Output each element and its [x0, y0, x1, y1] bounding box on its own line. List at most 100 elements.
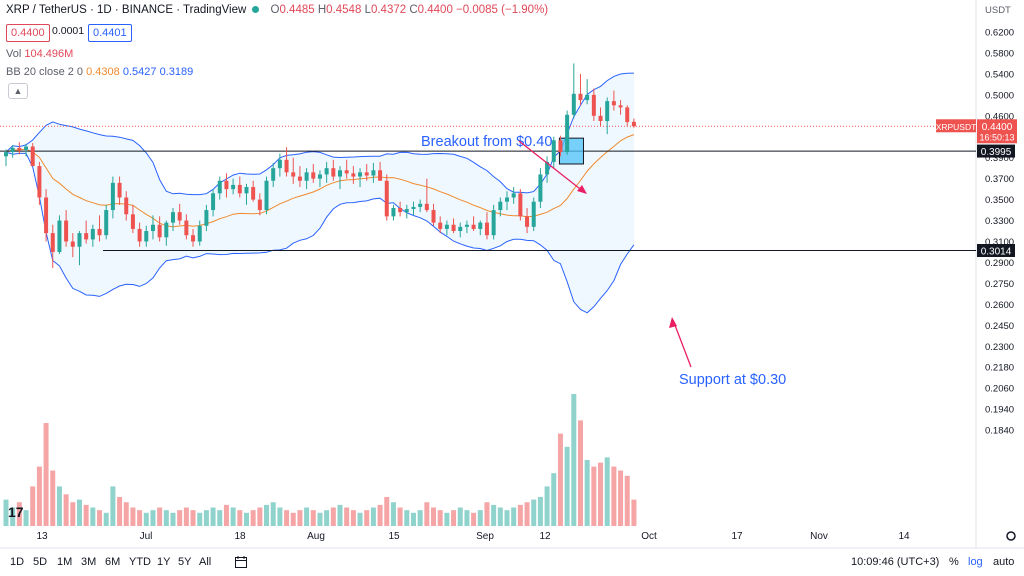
tf-3m-button[interactable]: 3M [81, 556, 97, 568]
ohlc-c-value: 0.4400 [417, 4, 453, 16]
countdown-tag: 16:50:13 [979, 132, 1014, 142]
candle-body [204, 210, 209, 226]
volume-bar [150, 510, 156, 526]
volume-bar [410, 512, 416, 526]
tf-1d-button[interactable]: 1D [10, 556, 25, 568]
volume-bar [50, 470, 56, 526]
candle-body [585, 94, 590, 101]
candle-body [364, 172, 369, 176]
candle-body [344, 170, 349, 174]
volume-bar [90, 507, 96, 526]
tf-5d-button[interactable]: 5D [33, 556, 48, 568]
price-tick-label: 0.2060 [985, 384, 1014, 395]
volume-bar [76, 499, 82, 526]
tf-1y-button[interactable]: 1Y [157, 556, 171, 568]
auto-toggle[interactable]: auto [993, 556, 1015, 568]
percent-toggle[interactable]: % [949, 556, 959, 568]
chevron-up-icon[interactable]: ▲ [8, 83, 28, 99]
tf-1m-button[interactable]: 1M [57, 556, 73, 568]
volume-bar [350, 510, 356, 526]
price-tick-label: 0.3700 [985, 174, 1014, 185]
volume-bar [177, 510, 183, 526]
volume-bar [277, 507, 283, 526]
candle-body [130, 214, 135, 229]
volume-value: 104.496M [24, 48, 74, 60]
volume-bar [598, 462, 604, 526]
candle-body [631, 121, 636, 127]
volume-bar [484, 502, 490, 526]
spread-value: 0.0001 [52, 25, 85, 37]
buy-price-button[interactable]: 0.4401 [88, 24, 132, 42]
time-tick-label: Aug [307, 531, 325, 542]
candle-body [284, 159, 289, 173]
candle-body [257, 199, 262, 211]
candle-body [398, 207, 403, 213]
volume-bar [270, 502, 276, 526]
volume-bar [464, 510, 470, 526]
volume-bar [390, 502, 396, 526]
candle-body [531, 201, 536, 227]
candle-body [525, 216, 530, 227]
volume-bar [377, 504, 383, 526]
volume-bar [511, 507, 517, 526]
volume-bar [197, 512, 203, 526]
volume-bar [183, 507, 189, 526]
volume-bar [143, 512, 149, 526]
calendar-range-icon[interactable] [234, 555, 248, 572]
bb-legend[interactable]: BB 20 close 2 0 0.4308 0.5427 0.3189 [6, 66, 193, 78]
candle-body [44, 197, 49, 234]
price-tick-label: 0.5800 [985, 48, 1014, 59]
candle-body [491, 210, 496, 236]
tf-all-button[interactable]: All [199, 556, 212, 568]
candle-body [84, 233, 89, 240]
sell-price-button[interactable]: 0.4400 [6, 24, 50, 42]
tf-ytd-button[interactable]: YTD [129, 556, 151, 568]
time-tick-label: 13 [36, 531, 48, 542]
price-tick-label: 0.1840 [985, 426, 1014, 437]
volume-bar [304, 507, 310, 526]
volume-bar [577, 420, 583, 526]
candle-body [324, 168, 329, 175]
volume-bar [70, 502, 76, 526]
candle-body [304, 172, 309, 181]
candle-body [291, 172, 296, 177]
candle-body [384, 180, 389, 217]
settings-gear-icon[interactable] [1006, 531, 1016, 541]
volume-bar [110, 486, 116, 526]
candle-body [391, 207, 396, 217]
symbol-tag-bg [936, 119, 976, 133]
volume-bar [56, 486, 62, 526]
currency-label[interactable]: USDT [985, 5, 1011, 16]
volume-bar [230, 507, 236, 526]
symbol-title: XRP / TetherUS · 1D · BINANCE · TradingV… [6, 4, 247, 16]
candle-body [518, 193, 523, 217]
volume-bar [250, 510, 256, 526]
volume-bar [103, 512, 109, 526]
bb-basis-line [5, 134, 635, 228]
tf-6m-button[interactable]: 6M [105, 556, 121, 568]
candle-body [191, 235, 196, 242]
candle-body [458, 226, 463, 232]
tf-5y-button[interactable]: 5Y [178, 556, 192, 568]
candle-body [117, 182, 122, 198]
volume-bar [237, 510, 243, 526]
volume-bar [23, 510, 29, 526]
candle-body [418, 203, 423, 207]
candle-body [211, 193, 216, 211]
price-tick-label: 0.3100 [985, 237, 1014, 248]
volume-bar [517, 504, 523, 526]
candle-body [511, 193, 516, 198]
volume-bar [591, 466, 597, 526]
candle-body [551, 140, 556, 162]
candle-body [451, 224, 456, 232]
bb-lower-value: 0.3189 [159, 66, 194, 78]
volume-bar [624, 475, 630, 526]
volume-legend[interactable]: Vol 104.496M [6, 48, 73, 60]
volume-bar [631, 499, 637, 526]
volume-bar [330, 507, 336, 526]
clock-timezone[interactable]: 10:09:46 (UTC+3) [851, 556, 940, 568]
log-toggle[interactable]: log [968, 556, 983, 568]
price-change: −0.0085 (−1.90%) [456, 4, 549, 16]
volume-bar [284, 510, 290, 526]
